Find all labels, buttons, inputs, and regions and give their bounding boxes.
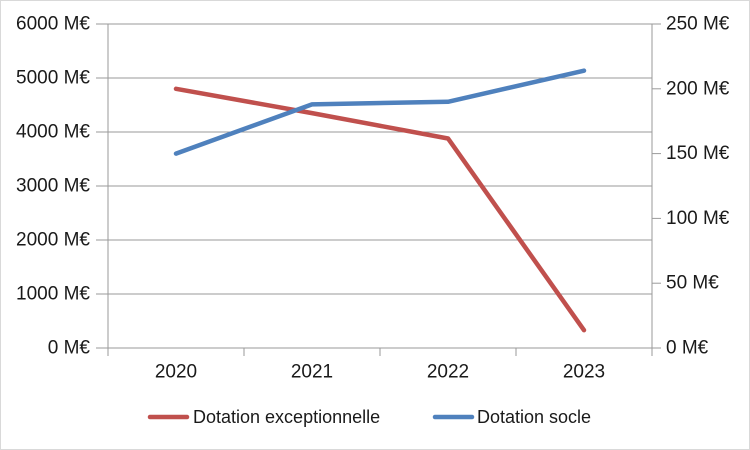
left-axis-tick-label: 3000 M€ — [16, 176, 90, 197]
right-axis-tick-label: 0 M€ — [666, 338, 709, 359]
legend-item-dotation-exceptionnelle: Dotation exceptionnelle — [147, 407, 380, 427]
series-lines — [173, 68, 587, 333]
left-axis-tick-label: 5000 M€ — [16, 68, 90, 89]
legend: Dotation exceptionnelle Dotation socle — [147, 407, 591, 427]
x-axis-tick-label: 2022 — [427, 362, 469, 383]
series-line-dotation-exceptionnelle — [173, 86, 587, 333]
left-axis-tick-label: 4000 M€ — [16, 122, 90, 143]
right-axis-tick-label: 100 M€ — [666, 208, 730, 229]
left-axis-tick-label: 6000 M€ — [16, 14, 90, 35]
x-axis: 2020 2021 2022 2023 — [107, 348, 653, 383]
x-axis-tick-label: 2023 — [563, 362, 605, 383]
x-axis-tick-label: 2021 — [291, 362, 333, 383]
left-axis-tick-label: 2000 M€ — [16, 230, 90, 251]
gridlines — [108, 23, 652, 349]
legend-item-dotation-socle: Dotation socle — [432, 407, 591, 427]
left-axis-tick-label: 1000 M€ — [16, 284, 90, 305]
right-axis-tick-label: 50 M€ — [666, 273, 719, 294]
legend-label: Dotation socle — [477, 407, 591, 427]
legend-label: Dotation exceptionnelle — [193, 407, 380, 427]
y-axis-left: 0 M€ 1000 M€ 2000 M€ 3000 M€ 4000 M€ 5000 M€ 6… — [16, 14, 108, 359]
right-axis-tick-label: 150 M€ — [666, 143, 730, 164]
left-axis-tick-label: 0 M€ — [48, 338, 91, 359]
series-line-dotation-socle — [173, 68, 587, 156]
right-axis-tick-label: 200 M€ — [666, 78, 730, 99]
y-axis-right: 0 M€ 50 M€ 100 M€ 150 M€ 200 M€ 250 M€ — [652, 14, 730, 359]
right-axis-tick-label: 250 M€ — [666, 14, 730, 35]
x-axis-tick-label: 2020 — [155, 362, 197, 383]
